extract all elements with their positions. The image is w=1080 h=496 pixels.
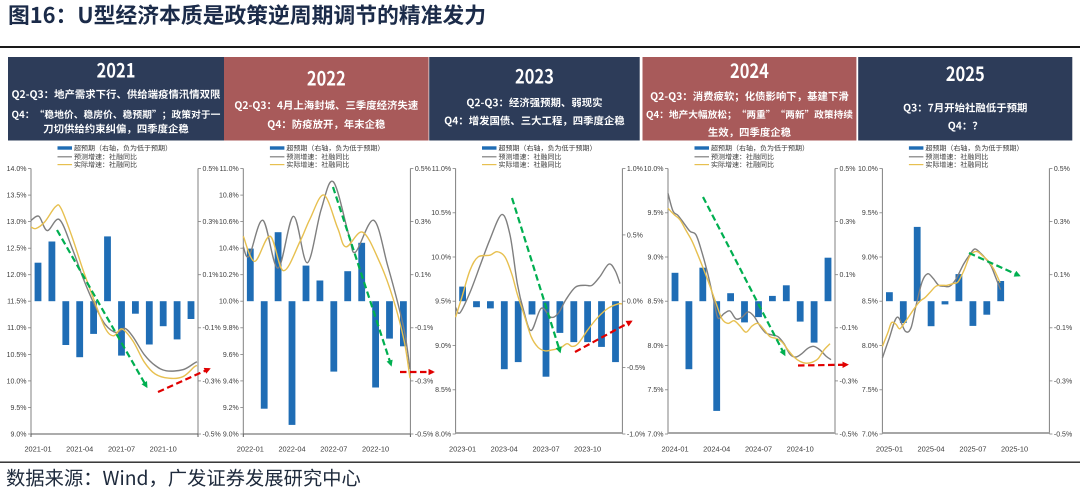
svg-text:0.5%: 0.5% xyxy=(415,166,431,173)
svg-text:7.0%: 7.0% xyxy=(862,431,878,438)
svg-text:8.0%: 8.0% xyxy=(862,343,878,350)
svg-text:1.0%: 1.0% xyxy=(627,166,643,173)
svg-text:10.0%: 10.0% xyxy=(219,299,239,306)
svg-text:10.0%: 10.0% xyxy=(644,166,664,173)
svg-text:9.0%: 9.0% xyxy=(862,254,878,261)
svg-text:7.0%: 7.0% xyxy=(648,431,664,438)
svg-text:10.4%: 10.4% xyxy=(219,246,239,253)
svg-text:9.5%: 9.5% xyxy=(435,299,451,306)
svg-text:0.1%: 0.1% xyxy=(203,272,219,279)
svg-text:9.8%: 9.8% xyxy=(223,325,239,332)
svg-text:8.5%: 8.5% xyxy=(435,387,451,394)
svg-text:-0.3%: -0.3% xyxy=(415,378,433,385)
svg-text:-0.5%: -0.5% xyxy=(415,431,433,438)
svg-text:9.5%: 9.5% xyxy=(862,210,878,217)
svg-text:2022-10: 2022-10 xyxy=(362,445,389,454)
svg-text:2023-04: 2023-04 xyxy=(491,445,518,454)
svg-text:0.5%: 0.5% xyxy=(203,166,219,173)
svg-text:11.5%: 11.5% xyxy=(7,299,26,306)
svg-text:9.6%: 9.6% xyxy=(223,352,239,359)
svg-text:2023-01: 2023-01 xyxy=(449,445,476,454)
svg-text:2022-01: 2022-01 xyxy=(237,445,264,454)
svg-text:2021-04: 2021-04 xyxy=(66,445,93,454)
svg-text:0.5%: 0.5% xyxy=(627,232,643,239)
svg-text:10.5%: 10.5% xyxy=(7,352,27,359)
svg-text:2023-07: 2023-07 xyxy=(532,445,559,454)
svg-text:0.1%: 0.1% xyxy=(1054,272,1070,279)
svg-text:0.3%: 0.3% xyxy=(203,219,219,226)
svg-text:11.0%: 11.0% xyxy=(7,325,26,332)
svg-text:10.0%: 10.0% xyxy=(7,378,27,385)
svg-text:9.0%: 9.0% xyxy=(11,431,27,438)
svg-text:2024-10: 2024-10 xyxy=(787,445,814,454)
svg-text:10.6%: 10.6% xyxy=(219,219,239,226)
svg-text:12.5%: 12.5% xyxy=(7,246,27,253)
svg-text:10.0%: 10.0% xyxy=(858,166,878,173)
svg-text:8.5%: 8.5% xyxy=(862,299,878,306)
svg-text:2025-10: 2025-10 xyxy=(1001,445,1028,454)
svg-text:10.2%: 10.2% xyxy=(219,272,239,279)
svg-text:2024-04: 2024-04 xyxy=(703,445,730,454)
svg-text:0.1%: 0.1% xyxy=(415,272,431,279)
svg-text:-1.0%: -1.0% xyxy=(627,431,645,438)
svg-text:2022-04: 2022-04 xyxy=(278,445,305,454)
svg-text:9.0%: 9.0% xyxy=(648,254,664,261)
svg-text:11.0%: 11.0% xyxy=(432,166,451,173)
svg-text:9.0%: 9.0% xyxy=(223,431,239,438)
svg-text:13.5%: 13.5% xyxy=(7,193,27,200)
svg-text:12.0%: 12.0% xyxy=(7,272,27,279)
svg-text:10.5%: 10.5% xyxy=(431,210,451,217)
svg-text:9.0%: 9.0% xyxy=(435,343,451,350)
svg-text:2025-01: 2025-01 xyxy=(876,445,903,454)
svg-text:10.0%: 10.0% xyxy=(431,254,451,261)
svg-text:2023-10: 2023-10 xyxy=(574,445,601,454)
svg-text:2024-01: 2024-01 xyxy=(661,445,688,454)
svg-text:2021-07: 2021-07 xyxy=(108,445,135,454)
svg-text:-0.3%: -0.3% xyxy=(203,378,221,385)
svg-text:7.5%: 7.5% xyxy=(648,387,664,394)
svg-text:9.5%: 9.5% xyxy=(11,405,27,412)
svg-text:2021-01: 2021-01 xyxy=(24,445,51,454)
svg-text:8.5%: 8.5% xyxy=(648,299,664,306)
svg-text:-0.5%: -0.5% xyxy=(627,365,645,372)
svg-text:8.0%: 8.0% xyxy=(648,343,664,350)
svg-text:0.3%: 0.3% xyxy=(1054,219,1070,226)
svg-text:2025-04: 2025-04 xyxy=(918,445,945,454)
svg-text:10.8%: 10.8% xyxy=(219,193,239,200)
svg-text:-0.1%: -0.1% xyxy=(415,325,433,332)
svg-text:-0.3%: -0.3% xyxy=(840,378,858,385)
svg-text:-0.5%: -0.5% xyxy=(840,431,858,438)
svg-text:-0.3%: -0.3% xyxy=(1054,378,1072,385)
svg-text:7.5%: 7.5% xyxy=(862,387,878,394)
svg-text:9.5%: 9.5% xyxy=(648,210,664,217)
svg-text:-0.1%: -0.1% xyxy=(203,325,221,332)
svg-text:8.0%: 8.0% xyxy=(435,431,451,438)
svg-text:2021-10: 2021-10 xyxy=(150,445,177,454)
svg-text:9.4%: 9.4% xyxy=(223,378,239,385)
svg-text:-0.1%: -0.1% xyxy=(840,325,858,332)
svg-text:13.0%: 13.0% xyxy=(7,219,27,226)
svg-text:0.1%: 0.1% xyxy=(840,272,856,279)
svg-text:2022-07: 2022-07 xyxy=(320,445,347,454)
svg-text:0.5%: 0.5% xyxy=(840,166,856,173)
svg-text:2024-07: 2024-07 xyxy=(745,445,772,454)
svg-text:2025-07: 2025-07 xyxy=(959,445,986,454)
svg-text:0.5%: 0.5% xyxy=(1054,166,1070,173)
svg-text:-0.1%: -0.1% xyxy=(1054,325,1072,332)
svg-text:-0.5%: -0.5% xyxy=(203,431,221,438)
svg-text:-0.5%: -0.5% xyxy=(1054,431,1072,438)
svg-text:0.3%: 0.3% xyxy=(840,219,856,226)
svg-text:11.0%: 11.0% xyxy=(219,166,238,173)
svg-text:9.2%: 9.2% xyxy=(223,405,239,412)
svg-text:0.0%: 0.0% xyxy=(627,299,643,306)
svg-text:14.0%: 14.0% xyxy=(7,166,27,173)
svg-text:0.3%: 0.3% xyxy=(415,219,431,226)
